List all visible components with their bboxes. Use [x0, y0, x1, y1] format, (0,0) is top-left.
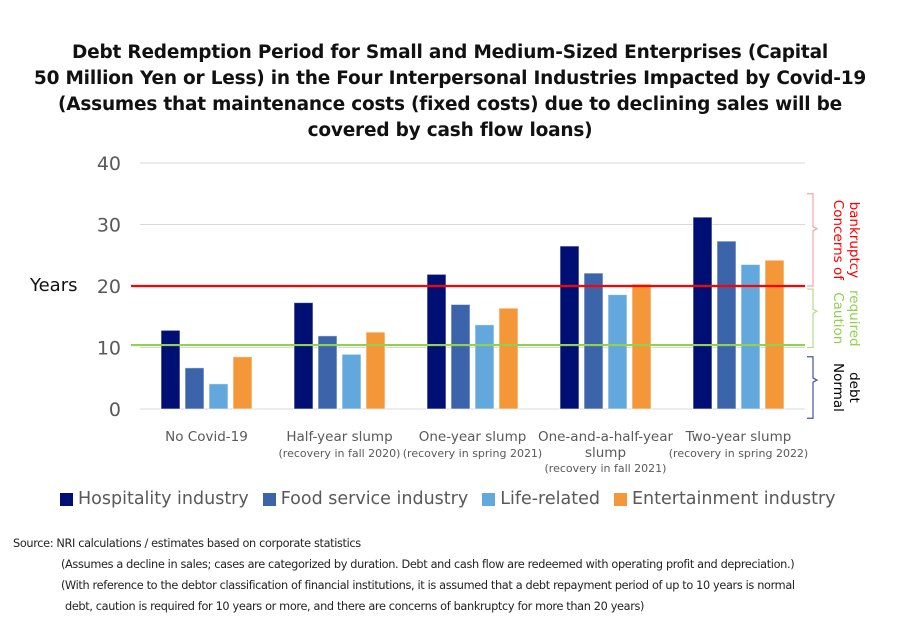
bar-life-related-0 — [208, 383, 229, 410]
legend-item-entertainment: Entertainment industry — [613, 489, 836, 509]
bar-hospitality-industry-0 — [160, 329, 181, 410]
legend-item-food-service: Food service industry — [262, 489, 469, 509]
bar-food-service-industry-2 — [450, 303, 471, 410]
y-tick-label: 20 — [97, 276, 121, 298]
x-tick-sublabel: (recovery in fall 2021) — [545, 462, 667, 475]
reference-lines — [131, 284, 805, 347]
bar-entertainment-industry-0 — [232, 356, 253, 410]
bar-food-service-industry-3 — [583, 272, 604, 410]
y-tick-label: 0 — [109, 399, 121, 421]
zone-label-line: required — [846, 290, 862, 347]
x-tick-label: No Covid-19 — [165, 429, 248, 445]
legend-item-hospitality: Hospitality industry — [60, 489, 249, 509]
y-tick-label: 10 — [97, 338, 121, 360]
normal-brace — [807, 356, 819, 419]
zone-label-line: bankruptcy — [846, 202, 862, 279]
legend-swatch — [262, 492, 276, 506]
caution-label: Caution required — [830, 290, 862, 347]
note-line: debt, caution is required for 10 years o… — [65, 600, 645, 613]
bar-food-service-industry-1 — [317, 335, 338, 410]
bar-entertainment-industry-1 — [365, 331, 386, 410]
bar-life-related-2 — [474, 324, 495, 410]
bar-food-service-industry-0 — [184, 367, 205, 410]
bar-entertainment-industry-4 — [764, 259, 785, 410]
legend-label: Hospitality industry — [78, 489, 249, 509]
bar-hospitality-industry-1 — [293, 302, 314, 410]
zone-label-line: Normal — [830, 363, 846, 412]
legend-swatch — [482, 492, 496, 506]
x-tick-label: One-year slump — [419, 429, 527, 445]
title-line: 50 Million Yen or Less) in the Four Inte… — [33, 68, 867, 89]
x-tick-sublabel: (recovery in spring 2021) — [403, 447, 542, 460]
bars — [160, 216, 785, 410]
x-tick-label: One-and-a-half-year — [538, 429, 674, 445]
legend-label: Life-related — [500, 489, 600, 509]
note-line: (Assumes a decline in sales; cases are c… — [61, 558, 795, 571]
chart-title: Debt Redemption Period for Small and Med… — [0, 40, 900, 144]
y-tick-label: 30 — [97, 215, 121, 237]
y-axis-label: Years — [29, 275, 78, 296]
x-tick-label: Half-year slump — [286, 429, 392, 445]
source-line: Source: NRI calculations / estimates bas… — [13, 537, 361, 550]
bar-life-related-1 — [341, 353, 362, 410]
bar-food-service-industry-4 — [716, 240, 737, 410]
bar-entertainment-industry-3 — [631, 283, 652, 410]
note-line: (With reference to the debtor classifica… — [61, 579, 795, 592]
legend-label: Entertainment industry — [631, 489, 836, 509]
chart-area: 0 10 20 30 40 Years No Covid-19 Half-year slu… — [29, 153, 862, 475]
source-notes: Source: NRI calculations / estimates bas… — [13, 533, 795, 617]
y-tick-label: 40 — [97, 153, 121, 175]
bar-life-related-4 — [740, 263, 761, 410]
legend-item-life-related: Life-related — [482, 489, 600, 509]
x-tick-sublabel: (recovery in fall 2020) — [279, 447, 401, 460]
legend-label: Food service industry — [280, 489, 469, 509]
caution-brace — [807, 288, 819, 349]
title-line: Debt Redemption Period for Small and Med… — [71, 42, 828, 63]
y-axis-ticks: 0 10 20 30 40 — [97, 153, 121, 421]
x-tick-sublabel: (recovery in spring 2022) — [669, 447, 808, 460]
title-line: (Assumes that maintenance costs (fixed c… — [57, 94, 843, 115]
zone-label-line: debt — [846, 372, 862, 403]
x-tick-label: Two-year slump — [685, 429, 792, 445]
title-line: covered by cash flow loans) — [307, 120, 593, 141]
bankruptcy-brace — [807, 193, 819, 287]
legend-swatch — [60, 492, 73, 506]
zone-label-line: Concerns of — [830, 200, 846, 281]
bar-hospitality-industry-3 — [559, 245, 580, 410]
bankruptcy-label: Concerns of bankruptcy — [830, 200, 862, 281]
legend-swatch — [613, 492, 627, 506]
bar-entertainment-industry-2 — [498, 307, 519, 410]
bar-hospitality-industry-4 — [692, 216, 713, 410]
bar-hospitality-industry-2 — [426, 273, 447, 410]
zone-label-line: Caution — [830, 292, 846, 344]
normal-label: Normal debt — [830, 363, 862, 412]
x-axis-labels: No Covid-19 Half-year slump (recovery in f… — [165, 429, 808, 475]
x-tick-sublabel: slump — [585, 445, 626, 461]
legend: Hospitality industry Food service indust… — [60, 489, 860, 509]
bar-life-related-3 — [607, 294, 628, 410]
